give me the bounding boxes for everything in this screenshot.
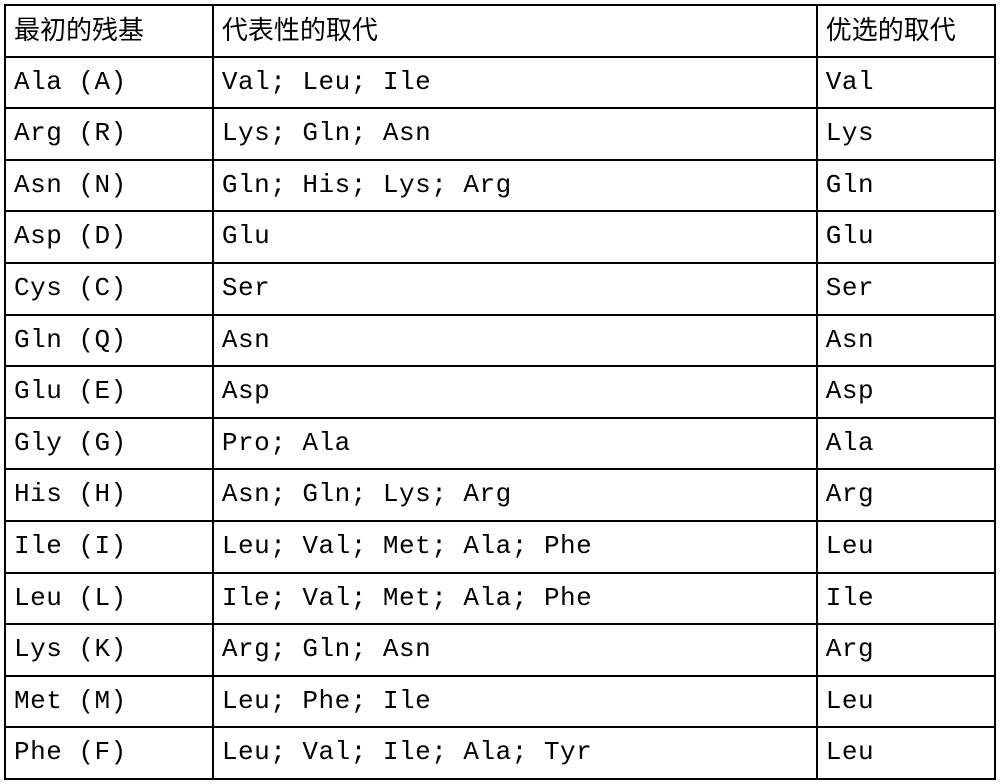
cell-residue: Gln (Q) (5, 315, 213, 367)
cell-representative: Lys; Gln; Asn (213, 108, 817, 160)
table-row: Lys (K) Arg; Gln; Asn Arg (5, 624, 995, 676)
cell-representative: Leu; Val; Met; Ala; Phe (213, 521, 817, 573)
cell-representative: Gln; His; Lys; Arg (213, 160, 817, 212)
cell-residue: Asp (D) (5, 211, 213, 263)
cell-representative: Asp (213, 366, 817, 418)
cell-preferred: Arg (817, 624, 995, 676)
cell-preferred: Ile (817, 573, 995, 625)
cell-preferred: Asp (817, 366, 995, 418)
cell-residue: Lys (K) (5, 624, 213, 676)
header-residue: 最初的残基 (5, 5, 213, 57)
cell-representative: Arg; Gln; Asn (213, 624, 817, 676)
cell-preferred: Val (817, 57, 995, 109)
cell-representative: Glu (213, 211, 817, 263)
cell-representative: Asn; Gln; Lys; Arg (213, 469, 817, 521)
cell-representative: Ser (213, 263, 817, 315)
header-representative: 代表性的取代 (213, 5, 817, 57)
table-row: Glu (E) Asp Asp (5, 366, 995, 418)
cell-residue: His (H) (5, 469, 213, 521)
table-row: Phe (F) Leu; Val; Ile; Ala; Tyr Leu (5, 727, 995, 779)
cell-residue: Arg (R) (5, 108, 213, 160)
table-row: Asn (N) Gln; His; Lys; Arg Gln (5, 160, 995, 212)
cell-residue: Cys (C) (5, 263, 213, 315)
table-row: Cys (C) Ser Ser (5, 263, 995, 315)
cell-residue: Leu (L) (5, 573, 213, 625)
cell-residue: Met (M) (5, 676, 213, 728)
cell-preferred: Ser (817, 263, 995, 315)
table-row: His (H) Asn; Gln; Lys; Arg Arg (5, 469, 995, 521)
header-preferred: 优选的取代 (817, 5, 995, 57)
cell-residue: Ala (A) (5, 57, 213, 109)
cell-preferred: Ala (817, 418, 995, 470)
table-row: Ala (A) Val; Leu; Ile Val (5, 57, 995, 109)
cell-residue: Gly (G) (5, 418, 213, 470)
table-row: Gln (Q) Asn Asn (5, 315, 995, 367)
cell-preferred: Gln (817, 160, 995, 212)
table-row: Leu (L) Ile; Val; Met; Ala; Phe Ile (5, 573, 995, 625)
substitution-table: 最初的残基 代表性的取代 优选的取代 Ala (A) Val; Leu; Ile… (4, 4, 996, 780)
table-row: Met (M) Leu; Phe; Ile Leu (5, 676, 995, 728)
cell-representative: Ile; Val; Met; Ala; Phe (213, 573, 817, 625)
cell-residue: Ile (I) (5, 521, 213, 573)
cell-preferred: Leu (817, 521, 995, 573)
cell-preferred: Leu (817, 727, 995, 779)
cell-representative: Asn (213, 315, 817, 367)
cell-representative: Leu; Phe; Ile (213, 676, 817, 728)
cell-preferred: Arg (817, 469, 995, 521)
cell-preferred: Leu (817, 676, 995, 728)
cell-representative: Leu; Val; Ile; Ala; Tyr (213, 727, 817, 779)
table-row: Asp (D) Glu Glu (5, 211, 995, 263)
cell-representative: Val; Leu; Ile (213, 57, 817, 109)
table-row: Gly (G) Pro; Ala Ala (5, 418, 995, 470)
table-row: Ile (I) Leu; Val; Met; Ala; Phe Leu (5, 521, 995, 573)
table-header-row: 最初的残基 代表性的取代 优选的取代 (5, 5, 995, 57)
cell-representative: Pro; Ala (213, 418, 817, 470)
cell-preferred: Asn (817, 315, 995, 367)
cell-residue: Asn (N) (5, 160, 213, 212)
table-body: 最初的残基 代表性的取代 优选的取代 Ala (A) Val; Leu; Ile… (5, 5, 995, 779)
table-row: Arg (R) Lys; Gln; Asn Lys (5, 108, 995, 160)
cell-preferred: Glu (817, 211, 995, 263)
cell-preferred: Lys (817, 108, 995, 160)
cell-residue: Glu (E) (5, 366, 213, 418)
cell-residue: Phe (F) (5, 727, 213, 779)
